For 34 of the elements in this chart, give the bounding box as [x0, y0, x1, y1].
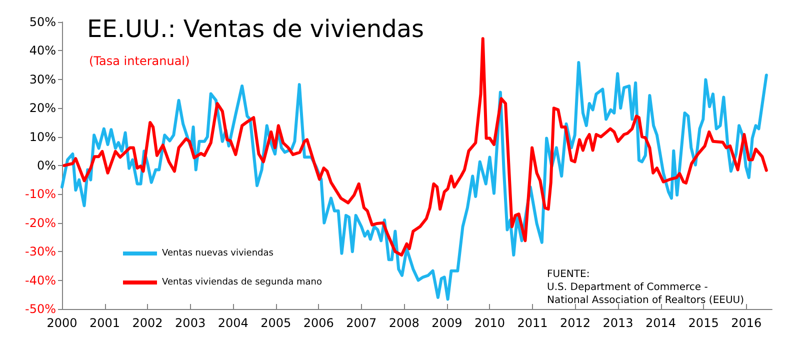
legend-label: Ventas nuevas viviendas: [162, 248, 274, 258]
y-tick-label: -10%: [24, 187, 56, 202]
x-tick-label: 2013: [602, 316, 634, 330]
x-tick-label: 2005: [260, 316, 292, 330]
x-tick-label: 2016: [731, 316, 762, 330]
x-tick-label: 2004: [218, 316, 248, 330]
text: (Tasa interanual): [89, 54, 190, 68]
y-tick-label: 40%: [29, 44, 56, 58]
y-tick-label: 10%: [29, 130, 56, 144]
x-tick-label: 2006: [303, 316, 334, 330]
legend-label: Ventas viviendas de segunda mano: [162, 278, 322, 288]
x-tick-label: 2012: [560, 316, 591, 330]
x-tick-label: 2009: [432, 316, 462, 330]
x-tick-label: 2000: [46, 316, 78, 330]
y-tick-label: 20%: [29, 101, 56, 116]
y-tick-label: 30%: [29, 72, 56, 86]
x-tick-label: 2001: [90, 316, 120, 330]
x-tick-label: 2011: [517, 316, 548, 330]
x-tick-label: 2014: [646, 316, 676, 330]
x-tick-label: 2008: [388, 316, 420, 330]
y-tick-label: -20%: [24, 216, 56, 230]
x-tick-label: 2002: [132, 316, 163, 330]
y-tick-label: -50%: [24, 302, 56, 316]
y-tick-label: -30%: [24, 244, 56, 259]
x-tick-label: 2003: [175, 316, 206, 330]
y-tick-label: 50%: [29, 15, 56, 29]
x-tick-label: 2010: [474, 316, 505, 330]
x-tick-label: 2007: [346, 316, 377, 330]
chart-title: EE.UU.: Ventas de viviendas: [87, 15, 424, 43]
x-tick-label: 2015: [688, 316, 719, 330]
y-tick-label: 0%: [36, 158, 56, 172]
annotation: FUENTE: U.S. Department of Commerce - National Association of Realtors (EEUU): [547, 269, 744, 306]
y-tick-label: -40%: [24, 273, 56, 288]
line-series: [62, 37, 768, 257]
